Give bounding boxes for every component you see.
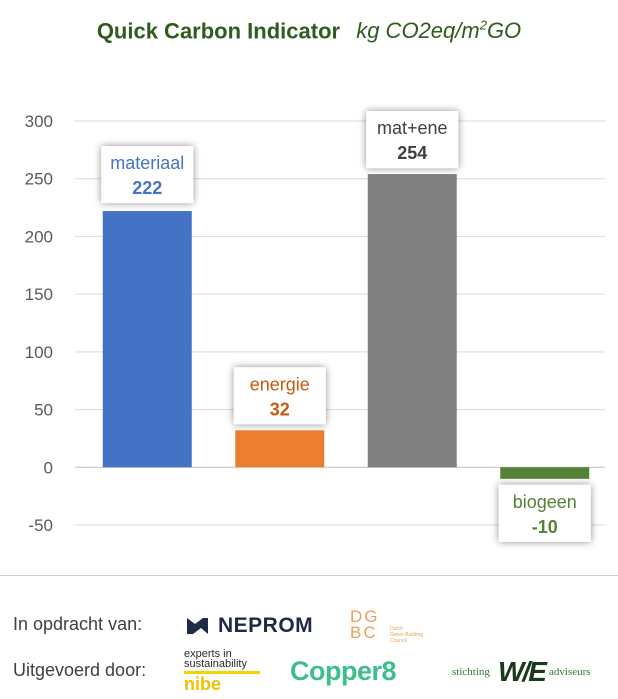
chart-title-main: Quick Carbon Indicator: [96, 18, 341, 44]
nibe-logo-line2: sustainability: [184, 658, 247, 670]
unit-superscript: 2: [479, 18, 487, 33]
category-label: biogeen: [513, 492, 577, 512]
y-tick-label: 50: [34, 401, 53, 420]
category-label: materiaal: [110, 153, 184, 173]
neprom-logo: NEPROM: [186, 614, 328, 643]
chart-title: Quick Carbon Indicator kg CO2eq/m2GO: [0, 18, 618, 44]
value-label: 254: [397, 143, 427, 163]
bar-energie: [235, 430, 325, 468]
y-tick-label: 300: [25, 112, 53, 131]
bar-biogeen: [500, 467, 590, 479]
dgbc-logo-line2: BC: [350, 623, 378, 642]
chart-title-unit: kg CO2eq/m2GO: [356, 18, 521, 43]
dgbc-logo-sub3: Council: [390, 638, 407, 644]
dgbc-logo-line1: DG: [350, 607, 380, 626]
data-label-box: [233, 367, 326, 425]
bar-mat+ene: [367, 174, 457, 468]
category-label: mat+ene: [377, 118, 448, 138]
bar-chart: -50 0 50 100 150 200 250 300 materiaal 222 energi…: [25, 111, 605, 542]
data-label-box: [101, 146, 194, 204]
y-tick-label: -50: [28, 516, 53, 535]
neprom-logo-text: NEPROM: [218, 614, 314, 637]
y-tick-label: 0: [44, 458, 53, 477]
y-tick-label: 200: [25, 227, 53, 246]
data-label-mat+ene: mat+ene 254: [366, 111, 459, 169]
data-label-energie: energie 32: [233, 367, 326, 425]
value-label: 222: [132, 178, 162, 198]
category-label: energie: [250, 374, 310, 394]
unit-prefix: kg CO2eq/m: [356, 18, 480, 44]
dgbc-logo-sub2: Green Building: [390, 632, 424, 638]
nibe-logo-bar: [184, 671, 260, 674]
footer-divider: [0, 575, 618, 576]
value-label: -10: [532, 517, 558, 537]
y-tick-label: 100: [25, 343, 53, 362]
y-axis-ticks: -50 0 50 100 150 200 250 300: [25, 112, 53, 535]
bar-materiaal: [102, 211, 192, 468]
footer: In opdracht van: Uitgevoerd door: NEPROM…: [0, 576, 618, 699]
data-label-biogeen: biogeen -10: [498, 484, 591, 542]
nibe-logo-line1: experts in: [184, 648, 232, 660]
copper8-logo: Copper8: [290, 656, 397, 687]
dgbc-logo: DG BC Dutch Green Building Council: [350, 608, 440, 650]
executed-by-label: Uitgevoerd door:: [13, 660, 147, 680]
neprom-logo-mark: [187, 618, 208, 634]
bars: [102, 174, 590, 479]
unit-suffix: GO: [486, 18, 522, 44]
y-tick-label: 150: [25, 285, 53, 304]
data-label-box: [498, 484, 591, 542]
we-logo-prefix: stichting: [452, 666, 490, 678]
y-tick-label: 250: [25, 170, 53, 189]
value-label: 32: [270, 399, 290, 419]
data-label-box: [366, 111, 459, 169]
data-label-materiaal: materiaal 222: [101, 146, 194, 204]
nibe-logo-name: nibe: [184, 674, 222, 694]
data-labels: materiaal 222 energie 32 mat+ene 254 biogeen -1…: [101, 111, 591, 542]
commissioned-by-label: In opdracht van:: [13, 614, 143, 634]
we-adviseurs-logo: stichting W/E adviseurs: [452, 656, 602, 690]
dgbc-logo-sub1: Dutch: [390, 626, 404, 632]
nibe-logo: experts in sustainability nibe: [184, 649, 264, 695]
we-logo-suffix: adviseurs: [549, 666, 591, 678]
copper8-logo-text: Copper8: [290, 656, 397, 686]
we-logo-mark: W/E: [498, 656, 547, 687]
